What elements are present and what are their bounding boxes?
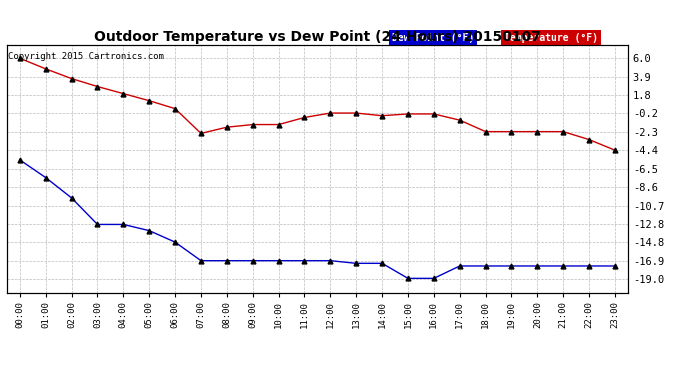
Text: Temperature (°F): Temperature (°F) [504, 33, 598, 42]
Text: Dew Point (°F): Dew Point (°F) [392, 33, 474, 42]
Title: Outdoor Temperature vs Dew Point (24 Hours) 20150107: Outdoor Temperature vs Dew Point (24 Hou… [94, 30, 541, 44]
Text: Copyright 2015 Cartronics.com: Copyright 2015 Cartronics.com [8, 53, 164, 62]
